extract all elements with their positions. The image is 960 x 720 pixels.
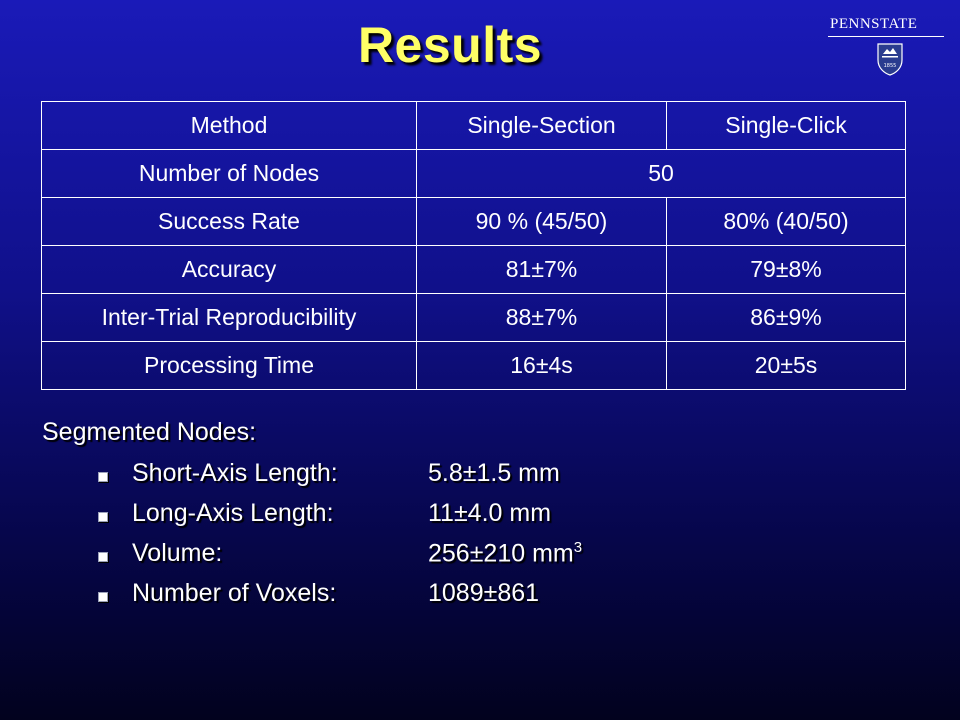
item-value: 1089±861 xyxy=(428,579,540,607)
header-single-click: Single-Click xyxy=(666,101,906,150)
single-click-cell: 86±9% xyxy=(666,293,906,342)
table-row: Inter-Trial Reproducibility 88±7% 86±9% xyxy=(41,293,906,342)
square-bullet-icon xyxy=(98,512,108,522)
list-item: Long-Axis Length: 11±4.0 mm xyxy=(98,499,698,539)
list-item: Volume: 256±210 mm3 xyxy=(98,539,698,579)
logo-rule xyxy=(828,36,944,37)
single-section-cell: 16±4s xyxy=(416,341,667,390)
square-bullet-icon xyxy=(98,552,108,562)
single-section-cell: 88±7% xyxy=(416,293,667,342)
square-bullet-icon xyxy=(98,592,108,602)
single-click-cell: 20±5s xyxy=(666,341,906,390)
table-row: Success Rate 90 % (45/50) 80% (40/50) xyxy=(41,197,906,246)
single-click-cell: 80% (40/50) xyxy=(666,197,906,246)
row-label: Accuracy xyxy=(41,245,417,294)
item-value-volume: 256±210 mm3 xyxy=(428,539,582,568)
single-click-cell: 79±8% xyxy=(666,245,906,294)
segmented-nodes-list: Short-Axis Length: 5.8±1.5 mm Long-Axis … xyxy=(98,459,698,619)
pennstate-logo: PENNSTATE 1855 xyxy=(828,14,946,78)
slide-title: Results xyxy=(357,17,543,73)
item-label: Number of Voxels: xyxy=(132,579,337,607)
logo-wordmark: PENNSTATE xyxy=(830,16,918,32)
segmented-nodes-heading: Segmented Nodes: xyxy=(42,418,257,446)
results-table: Method Single-Section Single-Click Numbe… xyxy=(41,101,906,390)
header-method: Method xyxy=(41,101,417,150)
pennstate-shield-icon: 1855 xyxy=(877,43,903,76)
row-label: Number of Nodes xyxy=(41,149,417,198)
table-row: Number of Nodes 50 xyxy=(41,149,906,198)
single-section-cell: 90 % (45/50) xyxy=(416,197,667,246)
row-label: Inter-Trial Reproducibility xyxy=(41,293,417,342)
list-item: Short-Axis Length: 5.8±1.5 mm xyxy=(98,459,698,499)
volume-value: 256±210 mm xyxy=(428,539,574,568)
table-header-row: Method Single-Section Single-Click xyxy=(41,101,906,150)
table-row: Accuracy 81±7% 79±8% xyxy=(41,245,906,294)
logo-year: 1855 xyxy=(884,63,897,69)
single-section-cell: 81±7% xyxy=(416,245,667,294)
table-row: Processing Time 16±4s 20±5s xyxy=(41,341,906,390)
item-label: Short-Axis Length: xyxy=(132,459,338,487)
item-value: 11±4.0 mm xyxy=(428,499,552,527)
row-label: Success Rate xyxy=(41,197,417,246)
square-bullet-icon xyxy=(98,472,108,482)
merged-cell: 50 xyxy=(416,149,906,198)
header-single-section: Single-Section xyxy=(416,101,667,150)
item-label: Long-Axis Length: xyxy=(132,499,334,527)
item-value: 5.8±1.5 mm xyxy=(428,459,560,487)
list-item: Number of Voxels: 1089±861 xyxy=(98,579,698,619)
item-label: Volume: xyxy=(132,539,223,567)
volume-unit-exponent: 3 xyxy=(573,539,583,556)
row-label: Processing Time xyxy=(41,341,417,390)
